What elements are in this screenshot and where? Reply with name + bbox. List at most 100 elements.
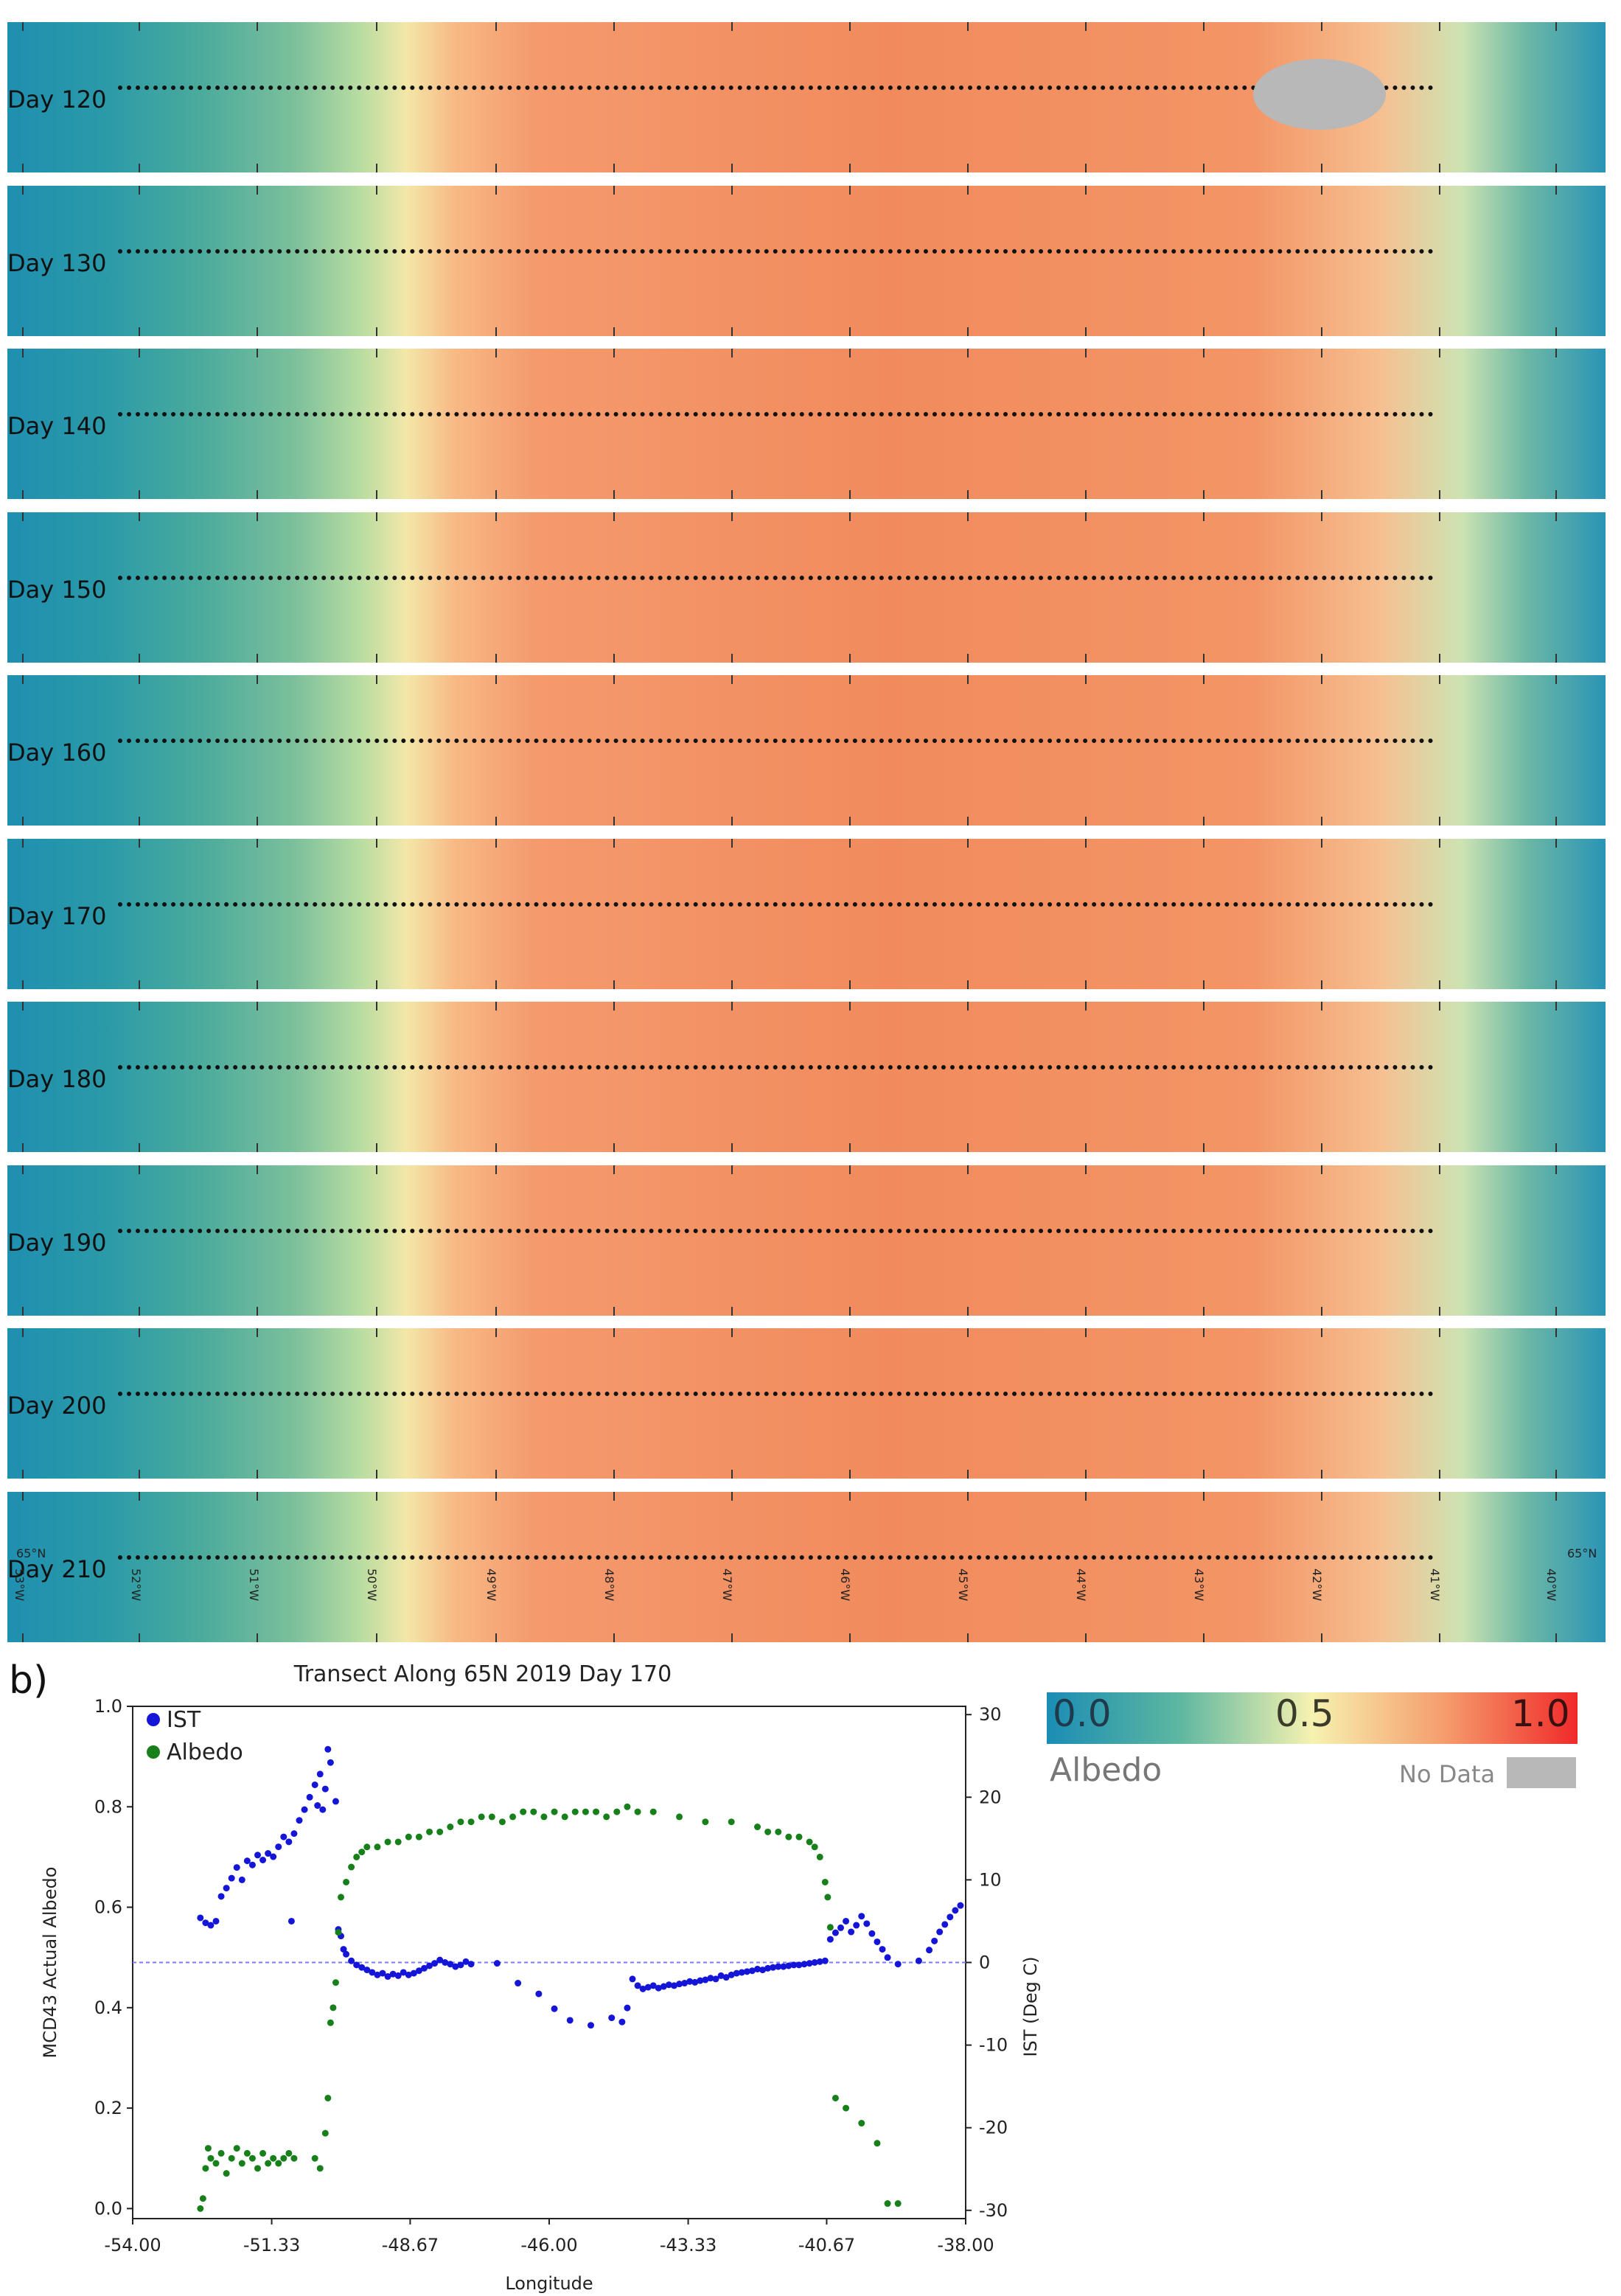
- ist-point: [369, 1969, 376, 1976]
- map-tick: [257, 1306, 258, 1316]
- map-tick: [376, 1143, 377, 1152]
- map-tick: [22, 22, 24, 31]
- ist-point: [301, 1806, 308, 1813]
- albedo-point: [816, 1853, 823, 1860]
- map-tick: [257, 164, 258, 172]
- ist-point: [290, 1830, 298, 1838]
- map-tick: [849, 327, 851, 336]
- map-tick: [376, 1165, 377, 1174]
- map-tick: [613, 980, 615, 989]
- ist-point: [947, 1913, 954, 1921]
- latitude-label-right: 65°N: [1567, 1546, 1597, 1560]
- x-tick-label: -51.33: [243, 2235, 300, 2255]
- ist-point: [270, 1853, 277, 1860]
- ist-point: [837, 1924, 844, 1931]
- map-tick: [1203, 1306, 1205, 1316]
- albedo-point: [254, 2165, 261, 2172]
- map-tick: [1203, 1470, 1205, 1479]
- map-tick: [613, 1470, 615, 1479]
- y-tick-label: 0.2: [94, 2098, 122, 2118]
- map-tick: [257, 817, 258, 826]
- map-tick: [1085, 1633, 1087, 1642]
- ist-point: [551, 2005, 558, 2012]
- map-tick: [849, 490, 851, 499]
- albedo-point: [275, 2160, 282, 2167]
- y2-tick-label: 0: [979, 1953, 990, 1973]
- ist-point: [421, 1964, 428, 1972]
- ist-point: [287, 1917, 295, 1925]
- map-tick: [139, 1165, 140, 1174]
- ist-point: [280, 1833, 287, 1840]
- map-tick: [376, 349, 377, 357]
- albedo-point: [884, 2200, 891, 2208]
- ist-point: [801, 1961, 808, 1968]
- map-tick: [1321, 980, 1322, 989]
- ist-point: [306, 1793, 313, 1801]
- ist-point: [436, 1956, 444, 1964]
- map-tick: [495, 1002, 497, 1011]
- map-tick: [1085, 653, 1087, 663]
- map-tick: [22, 349, 24, 357]
- map-tick: [1321, 1633, 1322, 1642]
- map-tick: [376, 164, 377, 172]
- map-tick: [967, 164, 969, 172]
- ist-point: [608, 2014, 616, 2022]
- map-tick: [849, 512, 851, 521]
- map-tick: [1321, 1306, 1322, 1316]
- ist-point: [452, 1963, 459, 1970]
- longitude-label: 49°W: [484, 1569, 498, 1602]
- map-tick: [613, 838, 615, 848]
- map-tick: [257, 349, 258, 357]
- map-tick: [1555, 1633, 1557, 1642]
- map-tick: [1555, 1491, 1557, 1501]
- y-tick-label: 0.8: [94, 1796, 122, 1817]
- albedo-point: [754, 1824, 761, 1831]
- day-label: Day 200: [7, 1392, 107, 1420]
- map-tick: [1555, 22, 1557, 31]
- albedo-point: [280, 2154, 287, 2162]
- albedo-point: [821, 1878, 829, 1885]
- ist-point: [775, 1963, 782, 1970]
- map-tick: [1555, 980, 1557, 989]
- transect-line: [118, 1392, 1434, 1396]
- map-tick: [849, 1328, 851, 1337]
- y-tick-label: 0.4: [94, 1997, 122, 2018]
- transect-line: [118, 248, 1434, 254]
- albedo-point: [874, 2140, 881, 2147]
- ist-point: [697, 1977, 704, 1984]
- albedo-point: [405, 1833, 412, 1840]
- map-tick: [849, 349, 851, 357]
- ist-point: [931, 1937, 938, 1944]
- map-tick: [1085, 1165, 1087, 1174]
- albedo-point: [826, 1924, 834, 1931]
- map-tick: [613, 1633, 615, 1642]
- map-tick: [139, 164, 140, 172]
- albedo-point: [338, 1894, 344, 1901]
- map-tick: [849, 1306, 851, 1316]
- map-tick: [1439, 490, 1440, 499]
- map-tick: [1085, 512, 1087, 521]
- transect-line: [118, 575, 1434, 580]
- ist-point: [686, 1978, 694, 1985]
- map-tick: [1439, 1002, 1440, 1011]
- map-tick: [1439, 980, 1440, 989]
- map-tick: [613, 817, 615, 826]
- map-tick: [1203, 327, 1205, 336]
- map-tick: [1085, 1002, 1087, 1011]
- map-tick: [376, 1491, 377, 1501]
- albedo-point: [832, 2094, 839, 2101]
- map-tick: [257, 1470, 258, 1479]
- albedo-point: [785, 1833, 792, 1840]
- ist-point: [717, 1972, 725, 1979]
- map-tick: [22, 1491, 24, 1501]
- map-tick: [1203, 1633, 1205, 1642]
- colorbar-title: Albedo: [1050, 1751, 1162, 1789]
- albedo-point: [228, 2154, 235, 2162]
- map-tick: [1203, 349, 1205, 357]
- chart-title: Transect Along 65N 2019 Day 170: [293, 1661, 672, 1687]
- map-tick: [731, 817, 733, 826]
- y2-tick-label: -20: [979, 2118, 1008, 2138]
- albedo-point: [330, 2004, 337, 2011]
- map-tick: [139, 1491, 140, 1501]
- ist-point: [394, 1972, 402, 1979]
